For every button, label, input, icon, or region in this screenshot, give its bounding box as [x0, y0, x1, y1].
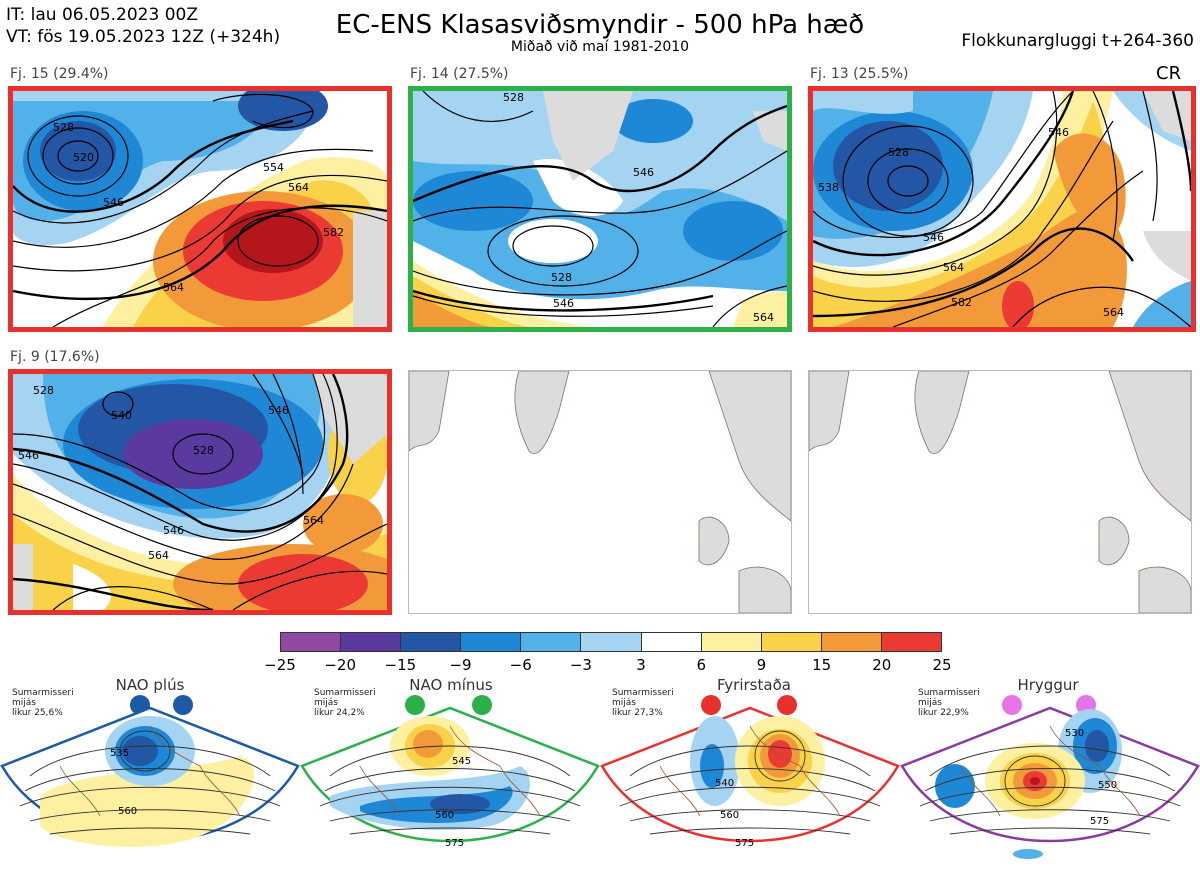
panel-label-9: Fj. 9 (17.6%)	[10, 349, 100, 365]
cluster-map-14[interactable]: 528 546 528 546 564	[408, 86, 792, 332]
regime-dot	[1002, 695, 1022, 715]
contour-label: 575	[1090, 816, 1109, 827]
contour-label: 528	[503, 91, 524, 104]
classification-window: Flokkunargluggi t+264-360	[961, 31, 1194, 51]
colorbar-tick: 6	[696, 656, 707, 674]
contour-label: 582	[951, 296, 972, 309]
regime-dot	[472, 695, 492, 715]
regime-name: Fyrirstaða	[717, 676, 791, 694]
colorbar-band	[341, 633, 402, 651]
contour-label: 546	[553, 297, 574, 310]
contour-label: 546	[103, 196, 124, 209]
contour-label: 554	[263, 161, 284, 174]
contour-label: 546	[1048, 126, 1069, 139]
page-subtitle: Miðað við maí 1981-2010	[510, 39, 690, 55]
contour-label: 545	[452, 756, 471, 767]
header-info: IT: lau 06.05.2023 00Z VT: fös 19.05.202…	[6, 4, 280, 48]
contour-label: 564	[1103, 306, 1124, 319]
contour-label: 528	[33, 384, 54, 397]
issue-time: IT: lau 06.05.2023 00Z	[6, 5, 198, 25]
regime-map-nao-minus: 545 560 575	[300, 706, 600, 849]
regime-dot	[777, 695, 797, 715]
regime-name: NAO mínus	[409, 676, 493, 694]
contour-label: 546	[163, 524, 184, 537]
regime-name: Hryggur	[1017, 676, 1079, 694]
contour-label: 528	[193, 444, 214, 457]
contour-label: 564	[163, 281, 184, 294]
regime-dot	[405, 695, 425, 715]
colorbar-band	[701, 633, 762, 651]
contour-label: 575	[445, 838, 464, 849]
colorbar-tick: −6	[509, 656, 532, 674]
contour-label: 582	[323, 226, 344, 239]
panel-label-13: Fj. 13 (25.5%)	[810, 66, 909, 82]
contour-label: 540	[715, 778, 734, 789]
regime-note: Sumarmisseri mijás likur 22,9%	[918, 688, 980, 718]
regime-note: Sumarmisseri mijás likur 25,6%	[12, 688, 74, 718]
regime-note: Sumarmisseri mijás likur 27,3%	[612, 688, 674, 718]
contour-label: 560	[435, 810, 454, 821]
valid-time: VT: fös 19.05.2023 12Z (+324h)	[6, 27, 281, 47]
contour-label: 546	[18, 449, 39, 462]
colorbar-tick: −9	[449, 656, 472, 674]
contour-label: 564	[943, 261, 964, 274]
contour-label: 530	[1065, 728, 1084, 739]
colorbar-band	[641, 633, 702, 651]
colorbar-tick: −15	[384, 656, 417, 674]
colorbar-band	[281, 633, 342, 651]
contour-label: 546	[633, 166, 654, 179]
colorbar-tick: −3	[569, 656, 592, 674]
regime-map-ridge: 530 550 575	[900, 706, 1200, 859]
colorbar-tick: 15	[812, 656, 832, 674]
contour-label: 538	[818, 181, 839, 194]
regime-name: NAO plús	[115, 676, 185, 694]
panel-label-15: Fj. 15 (29.4%)	[10, 66, 109, 82]
colorbar	[280, 632, 942, 652]
cluster-map-15[interactable]: 528 520 546 554 564 582 564	[8, 86, 392, 332]
colorbar-tick: −25	[264, 656, 296, 674]
colorbar-band	[461, 633, 522, 651]
contour-label: 528	[551, 271, 572, 284]
panel-label-14: Fj. 14 (27.5%)	[410, 66, 509, 82]
contour-label: 564	[753, 311, 774, 324]
regime-dot	[701, 695, 721, 715]
cluster-map-13[interactable]: 528 538 546 546 564 582 564	[808, 86, 1196, 332]
contour-label: 546	[923, 231, 944, 244]
colorbar-tick: −20	[324, 656, 356, 674]
colorbar-band	[821, 633, 882, 651]
colorbar-tick: 3	[636, 656, 646, 674]
colorbar-band	[581, 633, 642, 651]
colorbar-band	[761, 633, 822, 651]
regime-dot	[173, 695, 193, 715]
regime-map-blocking: 540 560 575	[600, 706, 900, 849]
contour-label: 564	[303, 514, 324, 527]
contour-label: 575	[735, 838, 754, 849]
contour-label: 550	[1098, 780, 1117, 791]
contour-label: 560	[720, 810, 739, 821]
colorbar-band	[521, 633, 582, 651]
cr-tag: CR	[1156, 63, 1182, 84]
regime-row: NAO plús Sumarmisseri mijás likur 25,6% 53…	[0, 676, 1200, 871]
cluster-map-9[interactable]: 528 540 546 546 528 546 564 564	[8, 369, 392, 615]
contour-label: 528	[53, 121, 74, 134]
contour-label: 560	[118, 806, 137, 817]
contour-label: 528	[888, 146, 909, 159]
contour-label: 564	[148, 549, 169, 562]
contour-label: 564	[288, 181, 309, 194]
colorbar-band	[401, 633, 462, 651]
empty-map-panel	[408, 370, 792, 614]
colorbar-tick: 20	[872, 656, 892, 674]
regime-map-nao-plus: 535 560	[0, 706, 300, 847]
contour-label: 540	[111, 409, 132, 422]
contour-label: 546	[268, 404, 289, 417]
regime-note: Sumarmisseri mijás likur 24,2%	[314, 688, 376, 718]
contour-label: 520	[73, 151, 94, 164]
colorbar-tick: 9	[756, 656, 767, 674]
page-title: EC-ENS Klasasviðsmyndir - 500 hPa hæð	[335, 10, 865, 40]
colorbar-tick: 25	[932, 656, 952, 674]
empty-map-panel	[808, 370, 1192, 614]
contour-label: 535	[110, 748, 129, 759]
colorbar-band	[881, 633, 942, 651]
